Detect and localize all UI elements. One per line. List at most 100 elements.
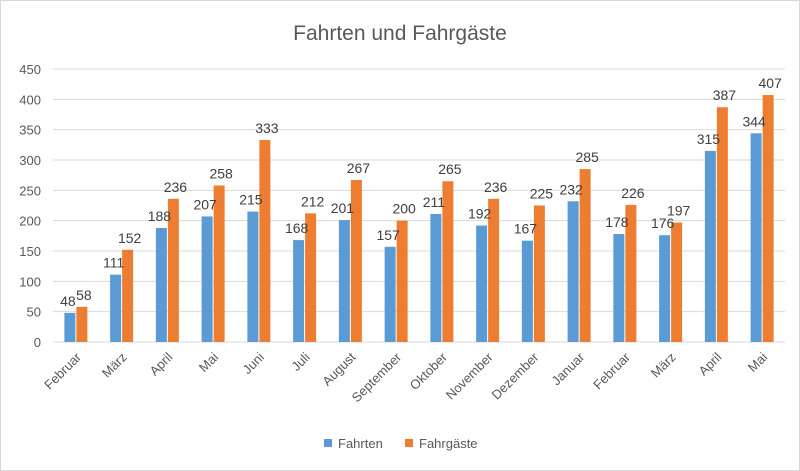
y-tick-label: 150 [19,244,41,259]
bar-fahrgaeste [213,185,225,342]
y-tick-label: 300 [19,153,41,168]
data-label: 232 [559,181,583,197]
x-tick-label: Mai [196,349,221,374]
data-label: 315 [697,131,721,147]
y-tick-label: 400 [19,92,41,107]
data-label: 168 [285,220,309,236]
bar-fahrgaeste [533,205,545,342]
bar-fahrten [613,234,625,342]
data-label: 152 [118,230,142,246]
chart-title: Fahrten und Fahrgäste [293,22,507,45]
bar-fahrten [155,227,167,342]
y-tick-label: 0 [34,335,41,350]
bar-fahrgaeste [167,198,179,342]
data-label: 201 [331,200,355,216]
data-label: 258 [209,165,233,181]
y-tick-label: 100 [19,274,41,289]
data-label: 236 [164,179,188,195]
data-label: 236 [484,179,508,195]
data-label: 285 [575,149,599,165]
bar-fahrten [293,240,305,342]
legend: Fahrten Fahrgäste [324,436,478,451]
bar-fahrgaeste [350,180,362,342]
data-label: 200 [392,201,416,217]
bar-fahrgaeste [259,139,271,342]
bar-fahrgaeste [488,198,500,342]
bar-fahrten [750,133,762,342]
data-label: 197 [667,202,691,218]
y-axis-ticks: 0 50 100 150 200 250 300 350 400 450 [19,62,41,350]
data-label: 192 [468,206,492,222]
x-tick-label: Dezember [488,349,541,402]
y-tick-label: 200 [19,214,41,229]
bar-fahrgaeste [122,249,134,342]
bar-fahrten [521,240,533,342]
bar-fahrten [384,246,396,342]
bar-fahrten [704,150,716,342]
bar-fahrten [110,274,122,342]
y-tick-label: 450 [19,62,41,77]
data-label: 226 [621,185,645,201]
data-label: 215 [239,192,263,208]
bar-fahrten [201,216,213,342]
x-tick-label: Oktober [407,349,451,393]
data-label: 157 [376,227,400,243]
x-tick-label: April [146,349,175,378]
data-label: 225 [530,186,554,202]
legend-label: Fahrgäste [419,436,478,451]
bar-fahrgaeste [442,181,454,342]
data-label: 111 [103,255,124,271]
bar-fahrgaeste [305,213,317,342]
legend-label: Fahrten [338,436,383,451]
bar-fahrten [64,312,76,342]
bar-fahrten [430,213,442,342]
x-axis-ticks: Februar März April Mai Juni Juli AugustSeptemb… [41,349,770,405]
data-label: 58 [76,287,92,303]
x-tick-label: Mai [745,349,770,374]
legend-swatch [405,439,413,447]
data-label: 188 [148,208,172,224]
bars [64,95,774,342]
data-label: 267 [347,160,371,176]
bar-fahrten [338,220,350,342]
bar-fahrgaeste [671,222,683,342]
y-tick-label: 50 [27,305,41,320]
data-label: 48 [60,293,76,309]
bar-fahrgaeste [716,107,728,342]
y-tick-label: 350 [19,123,41,138]
bar-fahrgaeste [625,204,637,342]
data-label: 212 [301,193,325,209]
data-label: 344 [742,113,766,129]
bar-fahrgaeste [579,169,591,342]
data-label: 265 [438,161,462,177]
data-label: 178 [605,214,629,230]
x-tick-label: März [99,350,130,381]
x-tick-label: Juli [288,349,312,373]
x-tick-label: März [648,350,679,381]
bar-fahrgaeste [396,220,408,342]
data-label: 176 [651,215,675,231]
bar-fahrten [659,235,671,342]
bar-fahrgaeste [76,306,88,342]
y-tick-label: 250 [19,183,41,198]
x-tick-label: Februar [590,349,633,392]
data-label: 333 [255,120,279,136]
x-tick-label: September [349,349,405,405]
x-tick-label: November [443,349,496,402]
x-tick-label: Februar [41,349,84,392]
data-label: 207 [193,196,217,212]
x-tick-label: August [319,349,358,388]
bar-fahrten [567,201,579,342]
x-tick-label: Januar [549,349,588,388]
data-label: 167 [514,221,538,237]
bar-fahrten [476,225,488,342]
data-label: 211 [423,194,446,210]
bar-fahrten [247,211,259,342]
x-tick-label: Juni [240,349,268,377]
data-labels: 48 58 111 152 188 236 207 258 215 333 168 212 201 267… [60,75,782,309]
x-tick-label: April [695,349,724,378]
legend-swatch [324,439,332,447]
bar-fahrgaeste [762,95,774,342]
